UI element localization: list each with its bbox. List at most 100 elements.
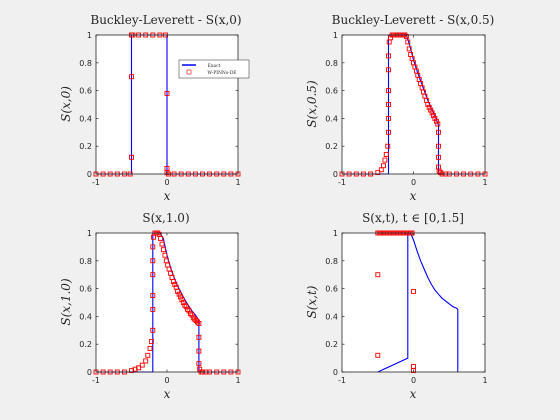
data-point	[196, 348, 202, 354]
y-tick-label: 0.8	[79, 257, 92, 266]
panel-3-series-layer	[93, 230, 241, 375]
data-point	[386, 88, 391, 94]
x-tick-label: 0	[411, 376, 416, 385]
data-point	[129, 74, 134, 80]
panel-4-plot-area	[342, 233, 485, 372]
data-point	[170, 279, 176, 285]
x-tick-label: 1	[482, 178, 487, 187]
data-point	[403, 33, 409, 39]
panel-4-xlabel: x	[410, 387, 417, 401]
panel-2-plot-area	[342, 35, 485, 174]
data-point	[189, 312, 195, 318]
y-tick-label: 0	[333, 368, 338, 377]
y-tick-label: 0	[333, 170, 338, 179]
data-point	[375, 170, 381, 176]
data-point	[179, 297, 185, 303]
data-point	[162, 252, 168, 258]
data-point	[386, 102, 391, 107]
data-point	[143, 358, 149, 364]
panel-4-ticks: -1 0 100.20.40.60.81	[325, 229, 487, 385]
data-point	[411, 368, 416, 374]
y-tick-label: 0.2	[79, 142, 92, 151]
y-tick-label: 0.8	[79, 59, 92, 68]
data-point	[436, 168, 442, 174]
data-point	[388, 35, 394, 41]
data-point	[435, 121, 441, 127]
data-point	[436, 129, 441, 135]
data-point	[196, 320, 202, 326]
data-point	[148, 338, 154, 344]
x-tick-label: 1	[235, 376, 240, 385]
x-tick-label: -1	[92, 178, 100, 187]
y-tick-label: 0.6	[325, 285, 338, 294]
data-point	[175, 288, 181, 294]
data-point	[185, 306, 191, 312]
panel-4: S(x,t), t ∈ [0,1.5] -1 0 100.20.40.60.81 x…	[305, 211, 488, 401]
data-point	[382, 157, 388, 163]
data-point	[192, 316, 198, 322]
data-point	[160, 247, 166, 253]
data-point	[195, 319, 200, 325]
panel-3-ylabel: S(x,1.0)	[59, 278, 73, 326]
data-point	[159, 241, 165, 247]
data-point	[150, 327, 156, 333]
data-point	[411, 288, 416, 294]
data-point	[132, 366, 138, 372]
data-point	[183, 304, 189, 310]
x-tick-label: -1	[92, 376, 100, 385]
legend-box	[178, 59, 250, 79]
data-point	[375, 352, 381, 358]
panel-2-xlabel: x	[410, 189, 417, 203]
legend-marker-swatch	[186, 69, 192, 75]
data-point	[172, 281, 178, 287]
panel-2-ticks: -1 0 100.20.40.60.81	[325, 31, 487, 187]
data-point	[164, 90, 170, 96]
data-point	[150, 244, 156, 250]
data-point	[164, 170, 170, 176]
y-tick-label: 1	[333, 229, 338, 238]
y-tick-label: 0.4	[79, 312, 92, 321]
data-point	[431, 113, 436, 119]
data-point	[193, 318, 199, 324]
data-point	[182, 302, 188, 308]
panel-1-xlabel: x	[164, 189, 171, 203]
data-point	[405, 39, 411, 45]
x-tick-label: 0	[411, 178, 416, 187]
panel-1-ylabel: S(x,0)	[59, 86, 73, 122]
y-tick-label: 0.2	[325, 340, 338, 349]
panel-2-title: Buckley-Leverett - S(x,0.5)	[332, 13, 495, 27]
panel-1-ticks: -1 0 100.20.40.60.81	[79, 31, 240, 187]
x-tick-label: -1	[338, 376, 346, 385]
data-point	[428, 107, 434, 113]
y-tick-label: 0.4	[79, 114, 92, 123]
data-point	[150, 306, 156, 312]
data-point	[381, 163, 386, 169]
data-point	[429, 110, 435, 116]
data-point	[129, 154, 134, 160]
data-point	[433, 118, 439, 124]
x-tick-label: 0	[164, 178, 169, 187]
data-point	[190, 315, 196, 321]
data-point	[186, 308, 192, 314]
y-tick-label: 0.6	[79, 87, 92, 96]
data-point	[197, 366, 203, 372]
data-point	[150, 293, 156, 299]
y-tick-label: 0.8	[325, 257, 338, 266]
x-tick-label: -1	[338, 178, 346, 187]
data-point	[426, 104, 432, 110]
y-tick-label: 1	[333, 31, 338, 40]
panel-4-title: S(x,t), t ∈ [0,1.5]	[362, 211, 464, 225]
data-point	[406, 46, 412, 52]
y-tick-label: 1	[87, 31, 92, 40]
x-tick-label: 0	[164, 376, 169, 385]
panel-3-title: S(x,1.0)	[142, 211, 189, 225]
data-point	[139, 362, 145, 368]
data-point	[158, 236, 164, 242]
data-point	[180, 300, 186, 305]
data-point	[145, 352, 151, 358]
data-point	[150, 258, 156, 264]
data-point	[386, 115, 391, 121]
panel-1-legend: Exact W-PINNs-DE	[178, 59, 250, 79]
panel-3-ticks: -1 0 100.20.40.60.81	[79, 229, 240, 385]
